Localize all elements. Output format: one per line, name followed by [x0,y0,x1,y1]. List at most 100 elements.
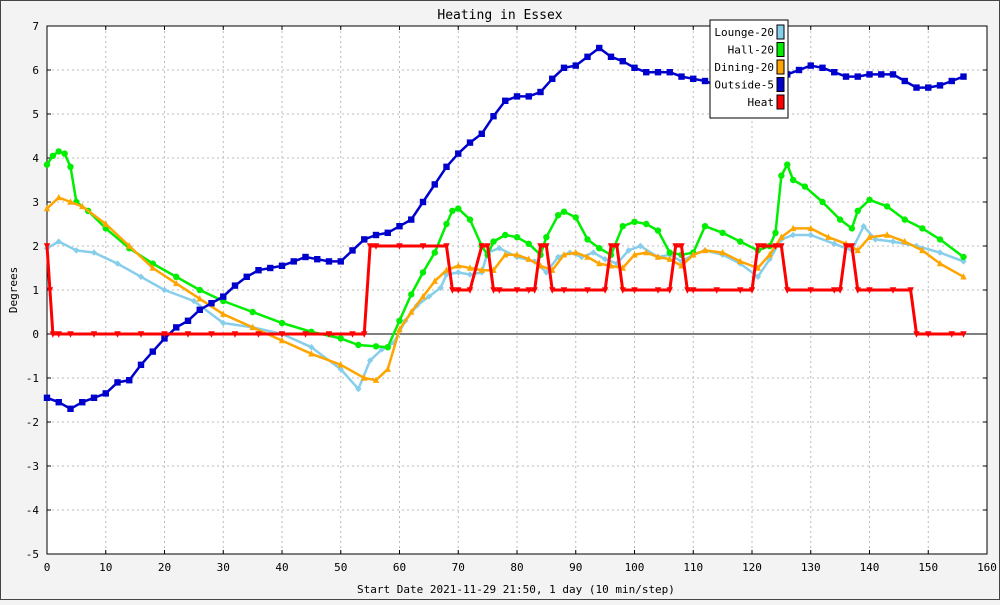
data-point-4-8 [161,331,168,338]
data-point-0-49 [807,231,814,239]
data-point-4-46 [678,243,685,250]
x-tick-label-10: 10 [99,561,112,574]
data-point-0-36 [625,247,632,254]
data-point-2-4 [102,220,109,227]
data-point-1-21 [408,291,415,298]
y-tick-label-4: 4 [32,152,39,165]
data-point-2-18 [408,308,415,315]
data-point-0-34 [601,256,609,263]
series-outside-5 [43,44,967,412]
data-point-3-42 [537,88,544,96]
data-point-3-74 [913,84,920,91]
data-point-1-36 [554,212,562,219]
data-point-2-23 [466,264,474,271]
data-point-3-51 [643,69,650,76]
data-point-2-8 [196,295,203,302]
data-point-2-49 [789,224,797,232]
data-point-3-11 [173,324,180,331]
data-point-3-54 [678,73,685,80]
x-tick-label-140: 140 [860,561,880,574]
data-point-0-4 [114,260,121,267]
data-point-2-19 [419,292,427,300]
data-point-4-64 [889,287,897,294]
data-point-4-36 [560,287,568,294]
data-point-2-1 [55,193,62,201]
data-point-2-47 [766,251,773,258]
data-point-0-54 [889,238,897,245]
data-point-2-37 [631,251,638,258]
data-point-2-16 [384,365,391,372]
data-point-4-14 [302,331,309,338]
y-tick-label-1: 1 [32,284,39,297]
legend-swatch-3 [776,77,785,92]
data-point-4-9 [184,331,192,338]
x-tick-label-100: 100 [625,561,645,574]
data-point-1-46 [666,249,673,256]
legend-swatch-4 [776,94,785,110]
data-point-1-13 [249,308,256,316]
data-point-1-35 [543,234,550,241]
data-point-4-66 [913,331,920,338]
data-point-1-59 [819,198,826,206]
data-point-0-3 [90,249,98,256]
data-point-3-44 [560,64,568,71]
x-tick-label-150: 150 [918,561,938,574]
data-point-1-54 [772,229,779,236]
data-point-3-31 [408,216,415,223]
data-point-4-65 [907,287,914,294]
data-point-3-47 [596,44,603,52]
data-point-3-69 [854,73,861,80]
data-point-1-31 [502,231,509,239]
data-point-1-42 [619,223,626,230]
data-point-2-31 [560,251,568,258]
series-dining-20 [43,193,967,383]
data-point-1-65 [901,216,908,223]
x-tick-label-30: 30 [217,561,230,574]
data-point-2-54 [866,233,873,240]
data-point-1-32 [513,234,521,241]
data-point-4-18 [366,243,374,250]
data-point-1-56 [784,161,791,168]
x-tick-label-130: 130 [801,561,821,574]
data-point-4-35 [549,287,556,294]
data-point-2-45 [737,257,744,265]
data-point-2-38 [643,248,650,256]
data-point-1-14 [278,319,286,327]
data-point-3-37 [478,130,485,137]
data-point-2-22 [455,262,462,269]
data-point-0-20 [437,284,444,291]
data-point-3-78 [960,73,967,80]
data-point-2-20 [431,277,438,284]
data-point-4-39 [607,243,615,250]
data-point-1-10 [173,273,180,280]
data-point-4-21 [419,243,427,250]
data-point-1-11 [196,286,203,294]
data-point-2-57 [919,246,926,254]
legend-label-3: Outside-5 [714,79,774,92]
data-point-4-33 [537,243,544,250]
data-point-3-75 [925,84,932,91]
data-point-4-63 [866,287,873,294]
data-point-4-28 [490,287,497,294]
data-point-3-8 [137,361,145,368]
data-point-4-41 [619,287,626,294]
data-point-3-71 [878,71,885,78]
data-point-0-56 [936,249,944,256]
data-point-1-49 [701,223,709,230]
data-point-4-45 [672,243,679,250]
data-point-4-5 [90,331,98,338]
chart-title: Heating in Essex [437,8,562,23]
data-point-3-67 [831,69,838,76]
data-point-2-27 [513,251,521,258]
data-point-3-12 [184,317,192,324]
legend-label-0: Lounge-20 [714,26,774,39]
data-point-1-20 [396,317,403,324]
data-point-3-27 [361,236,368,243]
data-point-3-13 [196,306,203,313]
data-point-0-2 [73,247,80,254]
data-point-3-26 [349,247,356,254]
data-point-1-43 [631,218,638,225]
data-point-1-26 [455,205,462,212]
data-point-2-21 [443,266,450,273]
